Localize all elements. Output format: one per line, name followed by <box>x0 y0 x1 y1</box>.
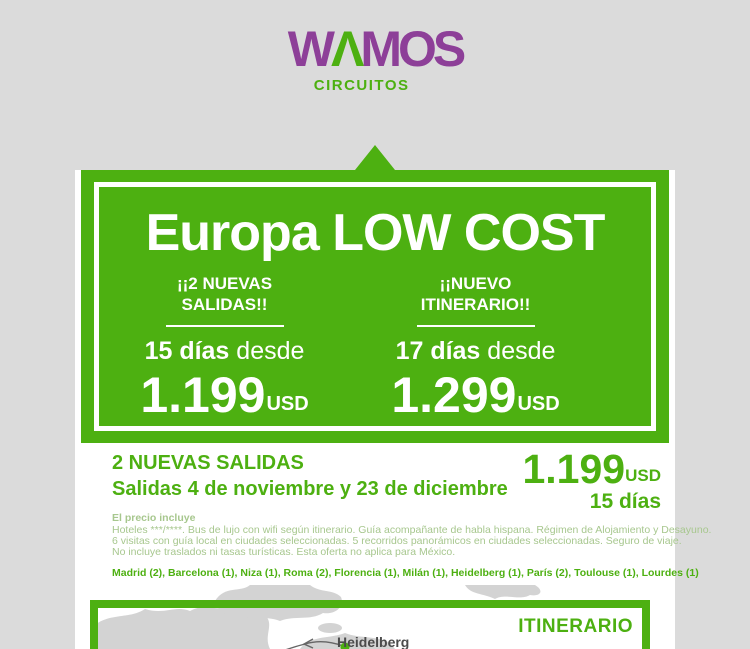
banner-columns: ¡¡2 NUEVAS SALIDAS!! 15 días desde 1.199… <box>99 273 651 421</box>
promo-label: ¡¡2 NUEVAS SALIDAS!! <box>99 273 350 316</box>
promo-label-line2: SALIDAS!! <box>181 295 268 315</box>
desde-label: desde <box>236 336 305 365</box>
includes-line: Hoteles ***/****. Bus de lujo con wifi s… <box>112 524 712 536</box>
divider <box>416 324 535 327</box>
europe-map <box>95 585 541 649</box>
map-landmass <box>95 607 270 649</box>
wamos-logo: WΛMOS CIRCUITOS <box>288 0 466 94</box>
banner-column-left: ¡¡2 NUEVAS SALIDAS!! 15 días desde 1.199… <box>99 273 350 421</box>
header: WΛMOS CIRCUITOS <box>0 0 750 170</box>
banner-frame: Europa LOW COST ¡¡2 NUEVAS SALIDAS!! 15 … <box>94 182 656 431</box>
desde-label: desde <box>487 336 556 365</box>
days-value: 15 días <box>144 336 230 365</box>
route-arrow-icon <box>302 638 314 649</box>
includes-line: No incluye traslados ni tasas turísticas… <box>112 546 456 558</box>
cities-list: Madrid (2), Barcelona (1), Niza (1), Rom… <box>112 567 699 579</box>
banner-column-right: ¡¡NUEVO ITINERARIO!! 17 días desde 1.299… <box>350 273 601 421</box>
map-landmass <box>465 585 541 599</box>
logo-letter-w: W <box>287 21 335 77</box>
days-line: 15 días desde <box>99 337 350 366</box>
price-currency: USD <box>266 392 309 415</box>
offer-subheading: Salidas 4 de noviembre y 23 de diciembre <box>112 478 508 500</box>
price: 1.299USD <box>350 366 601 423</box>
days-value: 17 días <box>395 336 481 365</box>
price: 1.199USD <box>99 366 350 423</box>
content-column: Europa LOW COST ¡¡2 NUEVAS SALIDAS!! 15 … <box>75 170 712 649</box>
offer-price-line: 1.199USD <box>522 447 661 491</box>
promo-label-line1: ¡¡NUEVO <box>439 274 512 293</box>
price-includes: El precio incluye Hoteles ***/****. Bus … <box>112 512 712 558</box>
offer-section: 2 NUEVAS SALIDAS Salidas 4 de noviembre … <box>75 443 712 585</box>
offer-heading: 2 NUEVAS SALIDAS <box>112 452 304 474</box>
map-dot-icon <box>340 642 350 649</box>
brand-tagline: CIRCUITOS <box>313 77 410 94</box>
promo-label-line2: ITINERARIO!! <box>420 295 531 315</box>
includes-title: El precio incluye <box>112 512 196 524</box>
price-currency: USD <box>517 392 560 415</box>
offer-price-box: 1.199USD 15 días <box>522 447 661 513</box>
map-landmass <box>300 633 395 649</box>
price-value: 1.199 <box>140 366 266 423</box>
map-city-label: Heidelberg <box>337 634 410 649</box>
days-line: 17 días desde <box>350 337 601 366</box>
itinerary-section: ITINERARIO Heidelberg <box>75 585 675 649</box>
banner-pointer-icon <box>355 145 395 170</box>
logo-letters-mos: MOS <box>360 21 466 77</box>
banner-title: Europa LOW COST <box>145 204 606 262</box>
price-value: 1.299 <box>391 366 517 423</box>
promo-label: ¡¡NUEVO ITINERARIO!! <box>350 273 601 316</box>
offer-price-value: 1.199 <box>522 446 626 492</box>
promo-label-line1: ¡¡2 NUEVAS <box>176 274 273 293</box>
promo-banner: Europa LOW COST ¡¡2 NUEVAS SALIDAS!! 15 … <box>81 170 669 443</box>
logo-letter-a: Λ <box>330 21 364 77</box>
itinerary-frame <box>90 600 650 649</box>
divider <box>165 324 284 327</box>
includes-line: 6 visitas con guía local en ciudades sel… <box>112 535 682 547</box>
map-island <box>318 623 342 633</box>
itinerary-heading: ITINERARIO <box>518 616 633 637</box>
offer-duration: 15 días <box>589 490 661 513</box>
offer-price-currency: USD <box>625 466 661 485</box>
wamos-wordmark: WΛMOS <box>288 24 466 74</box>
